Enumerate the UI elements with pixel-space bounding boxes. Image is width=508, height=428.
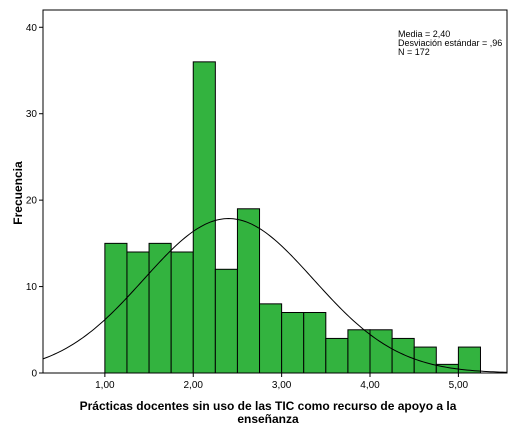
histogram-bar (281, 312, 305, 374)
y-axis-ticks: 0 10 20 30 40 (26, 23, 43, 380)
x-tick-label: 1,00 (95, 380, 115, 391)
normal-curve (42, 218, 508, 373)
y-tick-label: 10 (26, 282, 38, 293)
stats-mean: Media = 2,40 (398, 29, 450, 39)
histogram-bar (148, 242, 172, 374)
stats-n: N = 172 (398, 47, 430, 57)
histogram-bar (259, 303, 283, 374)
histogram-bar (214, 268, 238, 374)
plot-frame (42, 9, 508, 374)
y-tick-label: 20 (26, 196, 38, 207)
x-tick-label: 2,00 (184, 380, 204, 391)
histogram-bar (192, 61, 216, 374)
histogram-bars (104, 61, 481, 374)
histogram-bar (303, 312, 327, 374)
histogram-bar (391, 337, 415, 374)
x-tick-label: 5,00 (449, 380, 469, 391)
x-axis-title-line1: Prácticas docentes sin uso de las TIC co… (80, 399, 457, 413)
y-tick-label: 30 (26, 109, 38, 120)
histogram-bar (369, 329, 393, 374)
histogram-bar (126, 251, 150, 374)
y-tick-label: 0 (31, 369, 37, 380)
stats-sd: Desviación estándar = ,96 (398, 38, 502, 48)
x-tick-label: 4,00 (360, 380, 380, 391)
histogram-bar (236, 208, 261, 374)
histogram-bar (325, 337, 349, 374)
x-axis-title-line2: enseñanza (237, 412, 299, 426)
x-tick-label: 3,00 (272, 380, 292, 391)
y-tick-label: 40 (26, 23, 38, 34)
histogram-bar (170, 251, 194, 374)
x-axis-ticks: 1,00 2,00 3,00 4,00 5,00 (95, 373, 469, 391)
histogram-bar (104, 242, 128, 374)
y-axis-title: Frecuencia (11, 161, 25, 225)
histogram-bar (347, 329, 371, 374)
